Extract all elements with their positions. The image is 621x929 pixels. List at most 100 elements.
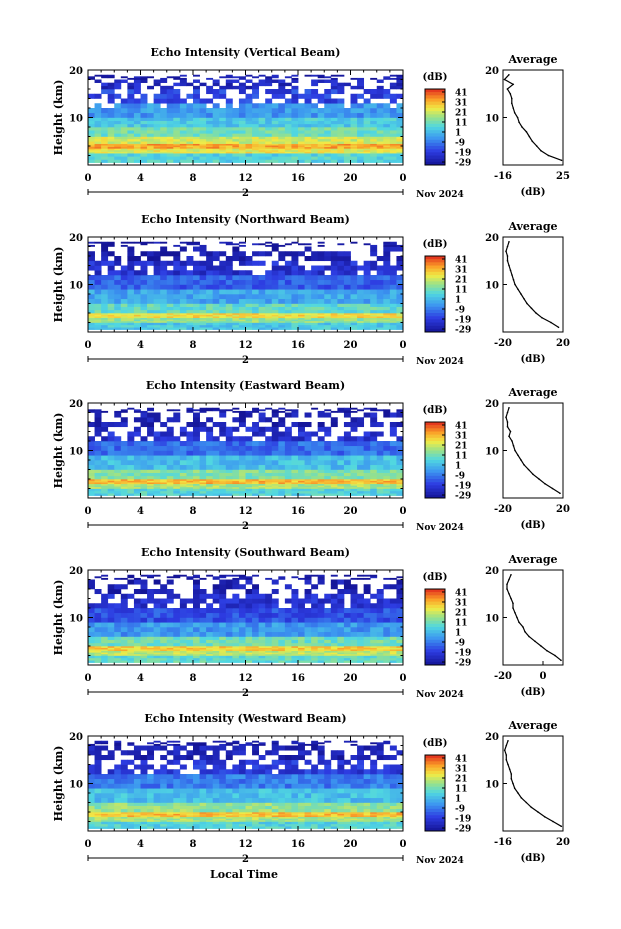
heatmap-cell bbox=[324, 480, 332, 483]
heatmap-cell bbox=[265, 82, 273, 87]
heatmap-cell bbox=[284, 631, 292, 637]
heatmap-cell bbox=[114, 130, 122, 134]
heatmap-cell bbox=[298, 431, 305, 437]
heatmap-cell bbox=[186, 655, 194, 659]
heatmap-cell bbox=[225, 647, 233, 650]
heatmap-cell bbox=[330, 622, 338, 628]
heatmap-cell bbox=[147, 407, 155, 410]
heatmap-cell bbox=[337, 298, 345, 304]
heatmap-cell bbox=[350, 324, 358, 328]
heatmap-cell bbox=[376, 650, 384, 653]
heatmap-cell bbox=[219, 479, 227, 481]
heatmap-cell bbox=[284, 149, 292, 152]
heatmap-cell bbox=[258, 327, 266, 330]
heatmap-cell bbox=[140, 260, 148, 266]
heatmap-cell bbox=[140, 436, 148, 442]
heatmap-cell bbox=[147, 85, 155, 90]
heatmap-cell bbox=[179, 130, 187, 134]
heatmap-cell bbox=[199, 469, 207, 473]
heatmap-cell bbox=[107, 270, 115, 276]
heatmap-cell bbox=[193, 327, 200, 330]
heatmap-cell bbox=[212, 317, 220, 320]
heatmap-cell bbox=[252, 627, 260, 633]
heatmap-cell bbox=[383, 77, 391, 80]
heatmap-cell bbox=[186, 647, 194, 650]
heatmap-cell bbox=[193, 117, 200, 121]
heatmap-cell bbox=[376, 123, 384, 128]
heatmap-cell bbox=[133, 141, 141, 144]
heatmap-cell bbox=[357, 472, 365, 477]
heatmap-cell bbox=[140, 479, 148, 481]
heatmap-cell bbox=[311, 138, 319, 142]
heatmap-cell bbox=[396, 636, 404, 640]
y-tick-label: 10 bbox=[69, 114, 83, 125]
heatmap-cell bbox=[343, 631, 351, 637]
heatmap-cell bbox=[357, 153, 365, 157]
heatmap-cell bbox=[252, 141, 260, 144]
heatmap-cell bbox=[370, 322, 378, 326]
heatmap-cell bbox=[94, 265, 102, 271]
heatmap-cell bbox=[370, 436, 378, 442]
heatmap-cell bbox=[160, 89, 168, 95]
heatmap-cell bbox=[88, 652, 95, 655]
heatmap-cell bbox=[291, 316, 299, 319]
heatmap-cell bbox=[265, 445, 273, 451]
heatmap-cell bbox=[363, 488, 371, 492]
date-day-label: 2 bbox=[242, 355, 249, 366]
heatmap-cell bbox=[324, 631, 332, 637]
heatmap-cell bbox=[225, 260, 233, 266]
heatmap-cell bbox=[101, 472, 109, 477]
heatmap-cell bbox=[324, 76, 332, 79]
heatmap-cell bbox=[363, 483, 371, 486]
heatmap-cell bbox=[238, 117, 246, 121]
heatmap-cell bbox=[265, 294, 273, 300]
heatmap-cell bbox=[278, 636, 286, 640]
heatmap-cell bbox=[219, 617, 227, 623]
heatmap-cell bbox=[160, 143, 168, 146]
heatmap-cell bbox=[212, 647, 220, 650]
heatmap-cell bbox=[284, 265, 292, 271]
heatmap-cell bbox=[101, 76, 109, 79]
heatmap-cell bbox=[271, 316, 279, 319]
heatmap-cell bbox=[324, 431, 332, 437]
heatmap-cell bbox=[199, 589, 207, 595]
heatmap-cell bbox=[324, 93, 332, 99]
heatmap-cell bbox=[343, 486, 351, 489]
heatmap-cell bbox=[101, 82, 109, 87]
heatmap-cell bbox=[206, 319, 214, 322]
heatmap-cell bbox=[107, 608, 115, 614]
heatmap-cell bbox=[383, 412, 391, 418]
heatmap-cell bbox=[291, 133, 299, 137]
heatmap-cell bbox=[383, 327, 391, 330]
heatmap-cell bbox=[114, 639, 122, 644]
heatmap-cell bbox=[298, 117, 305, 121]
heatmap-cell bbox=[324, 469, 332, 473]
heatmap-cell bbox=[271, 130, 279, 134]
heatmap-cell bbox=[376, 79, 384, 83]
heatmap-cell bbox=[101, 627, 109, 633]
heatmap-cell bbox=[265, 324, 273, 328]
heatmap-cell bbox=[357, 108, 365, 114]
heatmap-cell bbox=[107, 265, 115, 271]
heatmap-cell bbox=[363, 103, 371, 109]
heatmap-cell bbox=[337, 74, 345, 77]
heatmap-cell bbox=[173, 652, 181, 655]
heatmap-cell bbox=[120, 649, 128, 652]
heatmap-cell bbox=[166, 317, 174, 320]
heatmap-cell bbox=[271, 409, 279, 412]
heatmap-cell bbox=[304, 480, 312, 483]
heatmap-cell bbox=[166, 136, 174, 140]
heatmap-cell bbox=[88, 303, 95, 307]
heatmap-cell bbox=[350, 279, 358, 285]
heatmap-cell bbox=[330, 74, 338, 77]
heatmap-cell bbox=[186, 243, 194, 246]
heatmap-cell bbox=[337, 603, 345, 609]
heatmap-cell bbox=[186, 112, 194, 118]
heatmap-cell bbox=[291, 275, 299, 281]
heatmap-cell bbox=[225, 657, 233, 661]
heatmap-cell bbox=[389, 270, 397, 276]
heatmap-cell bbox=[363, 270, 371, 276]
heatmap-cell bbox=[173, 445, 181, 451]
heatmap-cell bbox=[298, 460, 305, 466]
heatmap-cell bbox=[337, 149, 345, 152]
